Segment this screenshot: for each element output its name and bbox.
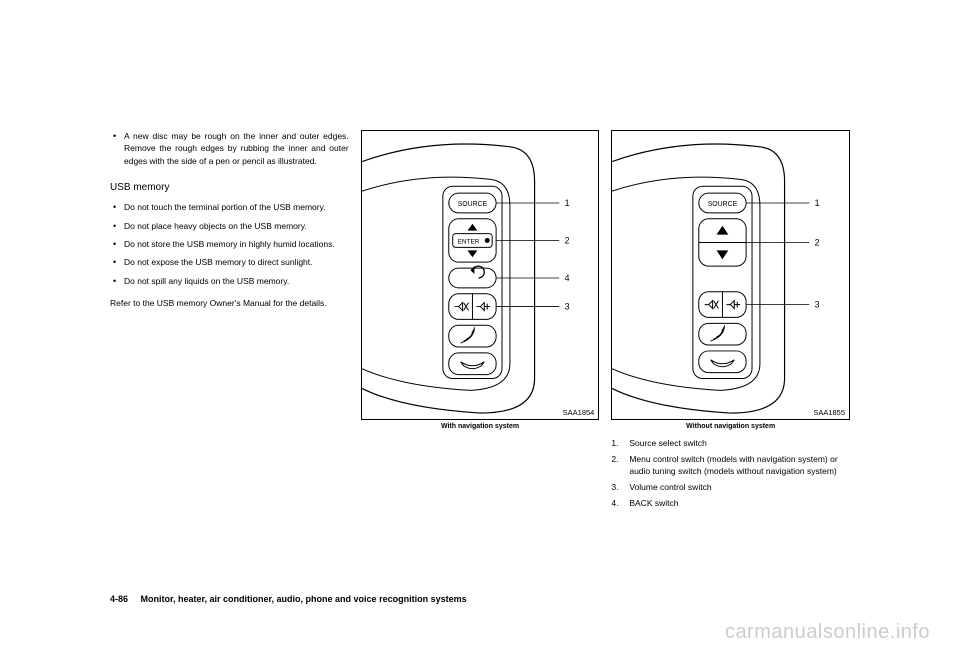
usb-heading: USB memory (110, 181, 349, 196)
callout-2: 2 (815, 237, 820, 247)
source-label: SOURCE (708, 201, 738, 208)
usb-bullet: Do not spill any liquids on the USB memo… (110, 275, 349, 287)
legend-item: 4. BACK switch (611, 498, 850, 510)
figure-without-nav: SOURCE (611, 130, 850, 420)
legend-text: BACK switch (629, 498, 678, 510)
source-label: SOURCE (457, 201, 487, 208)
callout-1: 1 (815, 198, 820, 208)
steering-wheel-with-nav-svg: SOURCE ENTER (362, 131, 599, 419)
usb-bullet: Do not place heavy objects on the USB me… (110, 220, 349, 232)
page-number: 4-86 (110, 594, 128, 604)
legend-num: 1. (611, 438, 629, 450)
disc-note-list: A new disc may be rough on the inner and… (110, 130, 349, 173)
usb-bullet: Do not store the USB memory in highly hu… (110, 238, 349, 250)
figure2-caption: Without navigation system (611, 423, 850, 430)
figure1-code: SAA1854 (563, 408, 595, 417)
legend-text: Volume control switch (629, 482, 711, 494)
legend-item: 1. Source select switch (611, 438, 850, 450)
page-footer: 4-86 Monitor, heater, air conditioner, a… (110, 594, 467, 604)
legend-num: 3. (611, 482, 629, 494)
legend-num: 4. (611, 498, 629, 510)
column-3: SOURCE (611, 130, 850, 610)
callout-3: 3 (564, 302, 569, 312)
usb-bullet: Do not touch the terminal portion of the… (110, 201, 349, 213)
legend-text: Source select switch (629, 438, 706, 450)
usb-bullet: Do not expose the USB memory to direct s… (110, 256, 349, 268)
figure-with-nav: SOURCE ENTER (361, 130, 600, 420)
callout-4: 4 (564, 273, 569, 283)
legend-item: 2. Menu control switch (models with navi… (611, 454, 850, 478)
callout-3: 3 (815, 300, 820, 310)
legend-text: Menu control switch (models with navigat… (629, 454, 850, 478)
legend-item: 3. Volume control switch (611, 482, 850, 494)
usb-bullet-list: Do not touch the terminal portion of the… (110, 201, 349, 293)
figure2-code: SAA1855 (813, 408, 845, 417)
callout-2: 2 (564, 235, 569, 245)
callout-1: 1 (564, 198, 569, 208)
figure1-caption: With navigation system (361, 423, 600, 430)
legend-list: 1. Source select switch 2. Menu control … (611, 438, 850, 513)
section-title: Monitor, heater, air conditioner, audio,… (141, 594, 467, 604)
enter-label: ENTER (457, 238, 479, 245)
page-content: A new disc may be rough on the inner and… (110, 130, 850, 610)
column-2: SOURCE ENTER (361, 130, 600, 610)
usb-closing: Refer to the USB memory Owner's Manual f… (110, 297, 349, 309)
steering-wheel-without-nav-svg: SOURCE (612, 131, 849, 419)
disc-bullet: A new disc may be rough on the inner and… (110, 130, 349, 167)
column-1: A new disc may be rough on the inner and… (110, 130, 349, 610)
legend-num: 2. (611, 454, 629, 478)
watermark: carmanualsonline.info (725, 621, 930, 644)
